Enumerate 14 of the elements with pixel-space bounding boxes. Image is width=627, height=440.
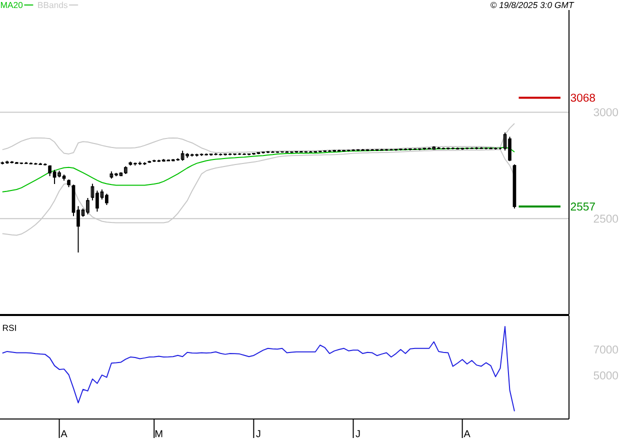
x-tick-label: A	[464, 430, 470, 438]
x-tick-label: J	[256, 430, 260, 438]
legend-label: MA20	[0, 2, 23, 8]
text: © 19/8/2025 3:0 GMT	[490, 2, 574, 8]
x-tick-label: A	[60, 430, 68, 438]
y-tick-label: 3000	[594, 108, 618, 116]
ref-line-label: 3068	[570, 94, 595, 102]
y-tick-label: 5000	[594, 371, 618, 380]
x-tick-label: M	[156, 430, 162, 438]
x-tick-label: J	[356, 430, 360, 438]
ref-line-label: 2557	[570, 202, 595, 211]
y-tick-label: 2500	[594, 214, 618, 223]
text: RSI	[2, 324, 16, 331]
y-tick-label: 7000	[594, 346, 618, 354]
